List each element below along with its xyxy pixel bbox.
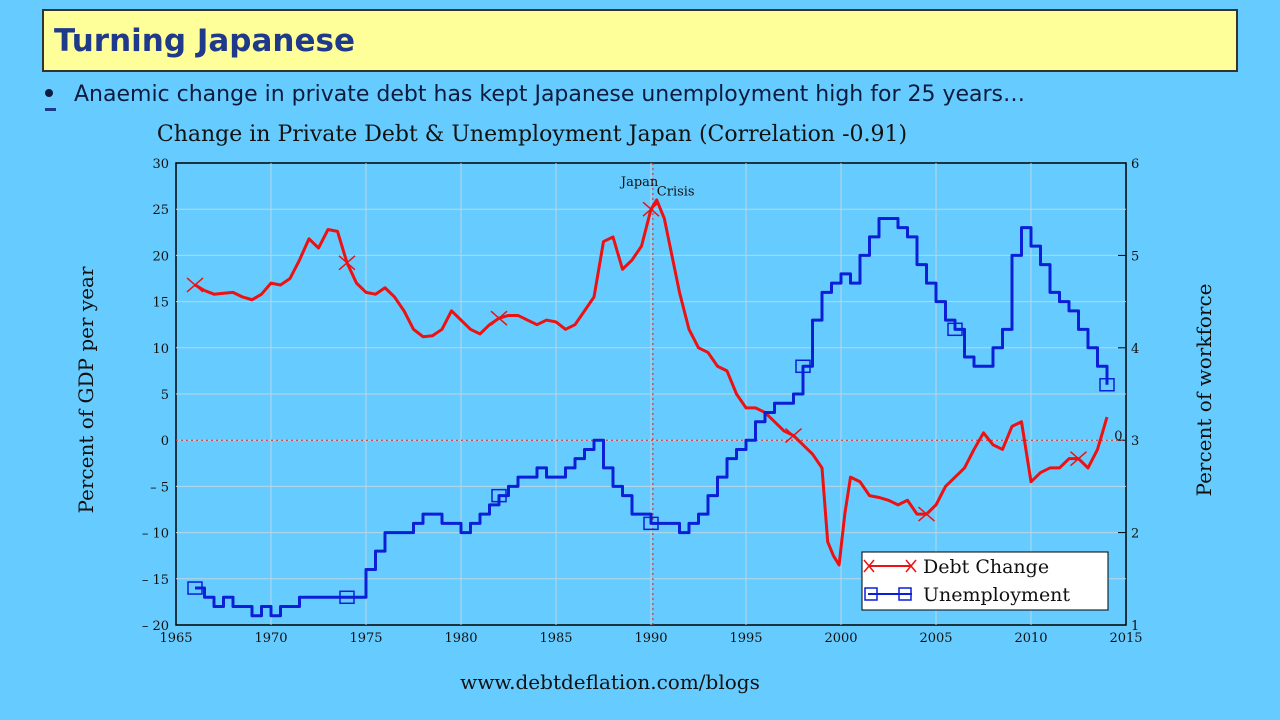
legend: Debt Change Unemployment (861, 551, 1109, 611)
chart-title: Change in Private Debt & Unemployment Ja… (157, 122, 907, 147)
unemployment-point (187, 581, 203, 595)
y-tick-label: 30 (152, 157, 169, 172)
x-tick-label: 1975 (349, 631, 382, 646)
bullet-underline (45, 108, 56, 111)
unemployment-point (947, 322, 963, 337)
x-tick-label: 1970 (254, 631, 287, 646)
debt-change-point (338, 255, 356, 271)
y2-tick-label: 5 (1131, 249, 1139, 264)
y2-tick-label: 1 (1131, 619, 1139, 634)
y2-tick-label: 6 (1131, 157, 1139, 172)
y-tick-label: – 10 (142, 527, 169, 542)
unemployment-point (491, 488, 507, 503)
unemployment-point (1099, 378, 1115, 392)
x-tick-label: 2015 (1109, 631, 1142, 646)
unemployment-point (643, 516, 659, 531)
footer-url: www.debtdeflation.com/blogs (460, 670, 760, 694)
y2-axis-label: Percent of workforce (1192, 284, 1216, 497)
series-group (186, 198, 1115, 618)
y2-tick-label: 4 (1131, 342, 1139, 357)
x-tick-label: 1980 (444, 631, 477, 646)
x-tick-label: 2010 (1014, 631, 1047, 646)
debt-change-point (642, 201, 660, 217)
axis-ticks: 1965 1970 1975 1980 1985 1990 1995 2000 2005 2010… (142, 157, 1143, 646)
unemployment-point (339, 590, 355, 605)
x-tick-label: 2005 (919, 631, 952, 646)
annotation-0: Japan (619, 175, 659, 190)
unemployment-point (795, 359, 811, 374)
legend-debt-symbol (863, 559, 917, 573)
reference-lines (176, 163, 1126, 625)
y-tick-label: – 5 (150, 480, 169, 495)
debt-change-point (490, 310, 508, 326)
legend-debt-label: Debt Change (923, 556, 1049, 578)
bullet-dot-icon (45, 89, 53, 97)
y2-tick-label: 2 (1131, 527, 1139, 542)
annotation-2: 0 (1114, 429, 1122, 444)
debt-change-point (785, 428, 802, 444)
bullet-text: Anaemic change in private debt has kept … (74, 82, 1026, 107)
y-tick-label: 15 (152, 296, 169, 311)
legend-unemployment-symbol (864, 587, 912, 601)
slide-title: Turning Japanese (54, 23, 355, 59)
y2-tick-label: 3 (1131, 434, 1139, 449)
title-banner: Turning Japanese (42, 9, 1238, 72)
y-tick-label: 10 (152, 342, 169, 357)
debt-change-line (194, 198, 1109, 567)
debt-change-point (186, 277, 204, 293)
y-tick-label: 20 (152, 249, 169, 264)
y-tick-label: 25 (152, 203, 169, 218)
x-tick-label: 1965 (159, 631, 192, 646)
debt-change-point (918, 506, 935, 522)
x-tick-label: 1990 (634, 631, 667, 646)
debt-change-point (1070, 451, 1087, 467)
x-tick-label: 2000 (824, 631, 857, 646)
legend-unemployment-label: Unemployment (923, 584, 1070, 606)
y-tick-label: 0 (161, 434, 169, 449)
y-tick-label: 5 (161, 388, 169, 403)
y-tick-label: – 20 (142, 619, 169, 634)
y-axis-label: Percent of GDP per year (74, 266, 98, 514)
unemployment-line (195, 216, 1109, 618)
x-tick-label: 1995 (729, 631, 762, 646)
y-tick-label: – 15 (142, 573, 169, 588)
x-tick-label: 1985 (539, 631, 572, 646)
annotation-1: Crisis (657, 184, 695, 199)
